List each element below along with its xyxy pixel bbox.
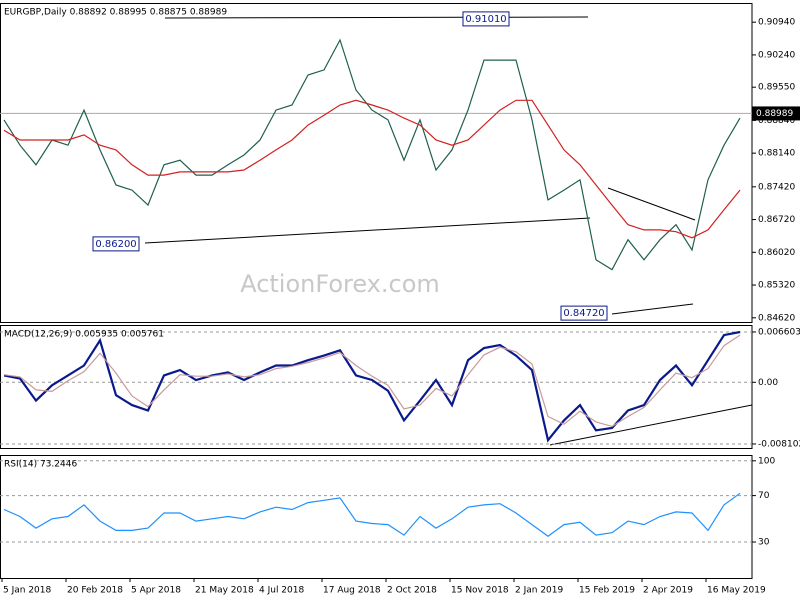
trend-lines	[144, 16, 753, 446]
annotation-box	[462, 11, 510, 27]
y-tick-label: 0.86720	[758, 215, 795, 225]
x-tick-label: 5 Apr 2018	[131, 586, 181, 596]
y-tick-label: 0.88140	[758, 149, 795, 159]
x-tick-label: 15 Nov 2018	[451, 586, 509, 596]
last-price-box	[752, 106, 800, 121]
panel-title: MACD(12,26,9) 0.005935 0.005761	[4, 330, 164, 340]
panel-frame	[0, 325, 753, 449]
trend-line	[164, 16, 589, 19]
y-tick-label: 0.88840	[758, 116, 795, 126]
y-tick-label: 0.85320	[758, 281, 795, 291]
trend-line	[611, 303, 694, 315]
series-line	[3, 330, 741, 443]
x-tick-label: 5 Jan 2018	[3, 586, 51, 596]
trend-line	[607, 187, 696, 221]
panel-title: RSI(14) 73.2446	[4, 460, 77, 470]
y-tick-label: 0.87420	[758, 182, 795, 192]
y-tick-label: 0.90240	[758, 50, 795, 60]
series-line	[3, 492, 741, 537]
series-line	[3, 38, 741, 271]
y-tick-label: 100	[758, 456, 775, 466]
panel-frame	[0, 455, 753, 579]
x-tick-label: 2 Oct 2018	[387, 586, 437, 596]
watermark: ActionForex.com	[240, 270, 440, 298]
annotation-box	[92, 236, 140, 252]
y-tick-label: 0.86020	[758, 248, 795, 258]
trend-line	[549, 404, 753, 446]
x-tick-label: 15 Feb 2019	[579, 586, 635, 596]
annotation: 0.91010	[465, 14, 506, 25]
x-tick-label: 16 May 2019	[707, 586, 766, 596]
x-tick-label: 4 Jul 2018	[259, 586, 304, 596]
last-price-label: 0.88989	[756, 109, 793, 119]
x-tick-label: 17 Aug 2018	[323, 586, 381, 596]
x-tick-label: 2 Jan 2019	[515, 586, 563, 596]
trend-line	[144, 217, 591, 244]
x-tick-label: 2 Apr 2019	[643, 586, 693, 596]
y-tick-label: 30	[758, 538, 770, 548]
annotation: 0.84720	[563, 308, 604, 319]
series-line	[3, 334, 741, 428]
series-line	[3, 99, 741, 239]
y-tick-label: 0.90940	[758, 18, 795, 28]
annotation-box	[560, 305, 608, 321]
y-tick-label: 70	[758, 491, 770, 501]
y-tick-label: -0.008102	[758, 439, 800, 449]
annotation: 0.86200	[95, 239, 136, 250]
x-tick-label: 20 Feb 2018	[67, 586, 123, 596]
y-tick-label: 0.00	[758, 378, 778, 388]
y-tick-label: 0.84620	[758, 313, 795, 323]
panel-frame	[0, 3, 753, 323]
y-tick-label: 0.006603	[758, 327, 800, 337]
y-tick-label: 0.89550	[758, 83, 795, 93]
x-tick-label: 21 May 2018	[195, 586, 254, 596]
panel-title: EURGBP,Daily 0.88892 0.88995 0.88875 0.8…	[4, 8, 227, 18]
